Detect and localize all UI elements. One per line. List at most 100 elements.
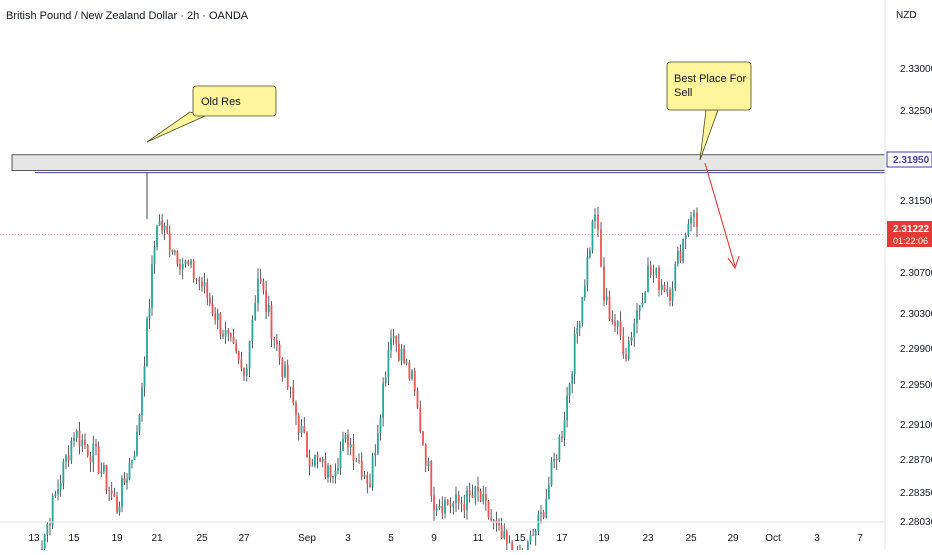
candle-body (669, 289, 671, 301)
candle-body (529, 534, 532, 542)
candle-body (49, 523, 51, 526)
candle-body (108, 490, 111, 491)
candle-body (237, 350, 240, 360)
candle-body (369, 483, 371, 488)
x-tick-label: 21 (151, 533, 163, 544)
candle-body (479, 491, 482, 502)
x-tick-label: 5 (388, 533, 394, 544)
candle-body (498, 523, 500, 525)
candle-body (65, 455, 67, 462)
candle-body (676, 250, 679, 264)
candle-body (54, 494, 57, 497)
candle-body (663, 284, 666, 292)
candle-body (278, 344, 281, 359)
candle-body (500, 524, 503, 538)
currency-label: NZD (896, 10, 917, 21)
candle-body (652, 274, 655, 276)
candle-body (411, 370, 413, 379)
candle-body (128, 463, 131, 480)
symbol-title: British Pound / New Zealand Dollar · 2h … (6, 10, 249, 22)
callout-old-res: Old Res (146, 85, 277, 143)
y-tick-label: 2.29900 (900, 344, 932, 355)
candle-body (571, 373, 574, 384)
candle-body (195, 279, 198, 281)
candle-body (690, 216, 692, 224)
x-tick-label: 25 (196, 533, 208, 544)
candle-body (176, 250, 179, 265)
candle-body (171, 249, 174, 253)
candle-body (153, 247, 156, 265)
candle-body (424, 444, 427, 466)
candle-body (508, 542, 511, 544)
candle-body (59, 483, 62, 490)
candle-body (184, 260, 187, 264)
candle-body (619, 321, 622, 336)
candle-body (190, 260, 192, 265)
candle-body (329, 465, 332, 478)
candle-body (446, 499, 449, 505)
candle-body (511, 542, 514, 555)
candle-body (594, 214, 596, 222)
candle-body (248, 340, 251, 369)
candle-body (206, 282, 209, 298)
candle-body (449, 504, 452, 507)
y-tick-label: 2.29100 (900, 420, 932, 431)
resistance-price-tag: 2.31950 (893, 155, 930, 166)
candle-body (540, 512, 542, 515)
candle-body (589, 250, 591, 257)
candle-body (327, 465, 329, 478)
candle-body (371, 456, 374, 488)
candle-body (251, 319, 254, 341)
candle-body (616, 321, 619, 327)
candle-body (286, 364, 289, 388)
countdown-tag: 01:22:06 (893, 236, 928, 246)
current-price-tag-box (887, 221, 932, 247)
candle-body (542, 512, 545, 518)
x-tick-label: Sep (298, 533, 316, 544)
candle-body (452, 502, 455, 507)
candle-body (438, 505, 441, 509)
candle-body (611, 319, 614, 322)
candle-body (352, 444, 355, 461)
candle-body (92, 443, 95, 463)
resistance-price-tag-box (886, 151, 932, 168)
candle-body (658, 268, 660, 291)
candle-body (422, 431, 424, 445)
candle-body (578, 322, 581, 329)
candle-body (208, 297, 211, 304)
candle-body (86, 444, 89, 456)
candle-body (306, 432, 308, 458)
candle-body (405, 362, 408, 364)
candle-body (257, 278, 259, 304)
candle-body (457, 494, 460, 503)
candle-body (605, 296, 608, 301)
candle-body (466, 490, 468, 511)
candle-body (254, 303, 257, 320)
candle-body (487, 500, 490, 518)
candle-body (339, 450, 342, 468)
candle-body (156, 225, 158, 248)
candle-body (687, 223, 690, 236)
candle-body (630, 337, 633, 342)
x-tick-label: 11 (473, 533, 484, 544)
candle-body (192, 260, 195, 280)
candle-body (347, 434, 349, 448)
candle-body (358, 460, 360, 462)
candle-body (332, 476, 334, 478)
candle-body (550, 461, 553, 486)
candle-body (693, 212, 695, 217)
candle-body (492, 520, 495, 522)
candle-body (75, 430, 78, 439)
candle-body (161, 220, 164, 231)
candle-body (597, 214, 599, 230)
candle-body (334, 470, 337, 477)
candle-body (324, 459, 327, 478)
candle-body (441, 505, 444, 514)
candle-body (51, 496, 54, 526)
candle-body (181, 263, 184, 270)
candle-body (270, 305, 273, 339)
candle-body (136, 431, 138, 456)
callout-pointer (146, 111, 207, 143)
candle-body (463, 504, 466, 511)
